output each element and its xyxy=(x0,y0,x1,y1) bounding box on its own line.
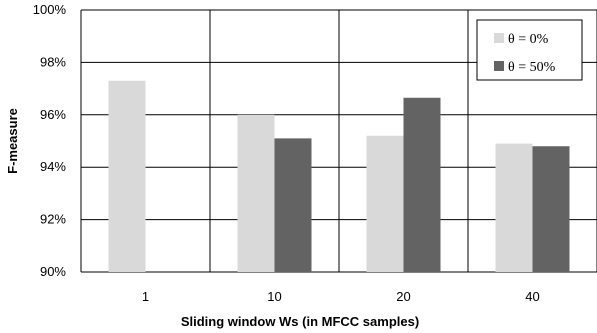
x-tick-label: 40 xyxy=(525,289,539,304)
legend-swatch-theta-0 xyxy=(494,33,504,43)
y-tick-label: 98% xyxy=(40,54,66,69)
bar-theta-50-20 xyxy=(403,97,441,273)
legend: θ = 0% θ = 50% xyxy=(476,19,583,81)
y-tick-label: 92% xyxy=(40,212,66,227)
x-tick-label: 20 xyxy=(396,289,410,304)
legend-swatch-theta-50 xyxy=(494,61,504,71)
bars-layer xyxy=(108,80,570,273)
bar-theta-0-20 xyxy=(366,135,404,272)
bar-theta-0-40 xyxy=(495,143,533,272)
axis-layer: 90% 92% 94% 96% 98% 100% 1 10 20 40 xyxy=(33,2,540,304)
legend-label-theta-0: θ = 0% xyxy=(508,32,549,47)
y-tick-label: 96% xyxy=(40,107,66,122)
legend-label-theta-50: θ = 50% xyxy=(508,60,556,75)
grid-layer xyxy=(80,9,597,273)
x-axis-title: Sliding window Ws (in MFCC samples) xyxy=(181,314,419,329)
bar-theta-0-1 xyxy=(108,80,146,273)
bar-theta-0-10 xyxy=(237,114,275,272)
y-tick-label: 90% xyxy=(40,264,66,279)
x-tick-label: 1 xyxy=(142,289,149,304)
bar-theta-50-40 xyxy=(532,146,570,272)
x-tick-label: 10 xyxy=(267,289,281,304)
bar-theta-50-10 xyxy=(274,138,312,272)
y-axis-title: F-measure xyxy=(5,108,20,174)
y-tick-label: 94% xyxy=(40,159,66,174)
y-tick-label: 100% xyxy=(33,2,67,17)
